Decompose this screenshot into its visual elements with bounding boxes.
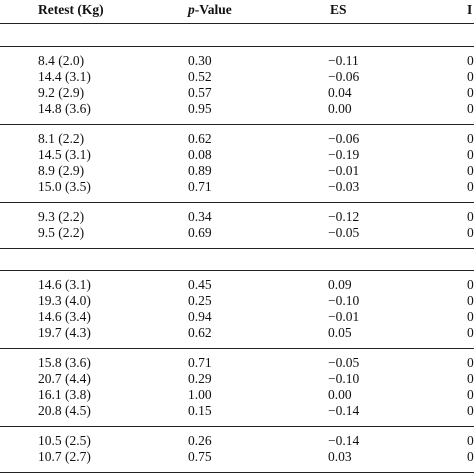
- rule: [0, 124, 474, 125]
- cell-last: 0: [467, 403, 474, 418]
- cell-es: −0.19: [328, 147, 360, 162]
- rule: [0, 348, 474, 349]
- header-retest: Retest (Kg): [38, 2, 104, 17]
- header-p: p: [188, 2, 195, 17]
- cell-es: −0.05: [328, 225, 360, 240]
- header-p-value: p-Value: [188, 2, 232, 18]
- cell-retest: 14.4 (3.1): [38, 69, 91, 84]
- cell-last: 0: [467, 387, 474, 402]
- cell-last: 0: [467, 355, 474, 370]
- cell-es: 0.09: [328, 277, 352, 292]
- cell-retest: 10.7 (2.7): [38, 449, 91, 464]
- cell-p-value: 0.08: [188, 147, 212, 162]
- cell-last: 0: [467, 433, 474, 448]
- cell-p-value: 0.52: [188, 69, 212, 84]
- cell-last: 0: [467, 277, 474, 292]
- cell-es: −0.01: [328, 163, 360, 178]
- cell-retest: 10.5 (2.5): [38, 433, 91, 448]
- header-last: I: [467, 2, 473, 17]
- cell-last: 0: [467, 225, 474, 240]
- cell-last: 0: [467, 179, 474, 194]
- cell-es: −0.11: [328, 53, 359, 68]
- cell-last: 0: [467, 309, 474, 324]
- cell-es: 0.04: [328, 85, 352, 100]
- cell-last: 0: [467, 85, 474, 100]
- header-value: -Value: [194, 2, 232, 17]
- cell-retest: 19.3 (4.0): [38, 293, 91, 308]
- cell-p-value: 0.62: [188, 131, 212, 146]
- cell-p-value: 0.15: [188, 403, 212, 418]
- cell-retest: 20.8 (4.5): [38, 403, 91, 418]
- cell-es: −0.05: [328, 355, 360, 370]
- cell-retest: 8.1 (2.2): [38, 131, 85, 146]
- cell-es: 0.00: [328, 101, 352, 116]
- cell-p-value: 0.25: [188, 293, 212, 308]
- cell-es: −0.10: [328, 371, 360, 386]
- cell-retest: 15.8 (3.6): [38, 355, 91, 370]
- cell-es: −0.01: [328, 309, 360, 324]
- cell-p-value: 0.71: [188, 179, 212, 194]
- cell-retest: 15.0 (3.5): [38, 179, 91, 194]
- cell-retest: 9.2 (2.9): [38, 85, 85, 100]
- cell-retest: 8.9 (2.9): [38, 163, 85, 178]
- cell-retest: 14.5 (3.1): [38, 147, 91, 162]
- cell-es: −0.06: [328, 131, 360, 146]
- cell-last: 0: [467, 53, 474, 68]
- cell-es: −0.14: [328, 433, 360, 448]
- cell-last: 0: [467, 293, 474, 308]
- rule: [0, 426, 474, 427]
- cell-p-value: 0.62: [188, 325, 212, 340]
- cell-p-value: 0.34: [188, 209, 212, 224]
- cell-retest: 20.7 (4.4): [38, 371, 91, 386]
- cell-last: 0: [467, 209, 474, 224]
- cell-es: −0.06: [328, 69, 360, 84]
- cell-es: 0.03: [328, 449, 352, 464]
- rule: [0, 248, 474, 249]
- rule: [0, 46, 474, 47]
- cell-retest: 14.6 (3.4): [38, 309, 91, 324]
- cell-p-value: 0.45: [188, 277, 212, 292]
- cell-p-value: 1.00: [188, 387, 212, 402]
- cell-last: 0: [467, 449, 474, 464]
- cell-retest: 14.8 (3.6): [38, 101, 91, 116]
- cell-retest: 14.6 (3.1): [38, 277, 91, 292]
- cell-p-value: 0.95: [188, 101, 212, 116]
- cell-retest: 8.4 (2.0): [38, 53, 85, 68]
- cell-p-value: 0.29: [188, 371, 212, 386]
- cell-last: 0: [467, 163, 474, 178]
- cell-retest: 9.3 (2.2): [38, 209, 85, 224]
- cell-last: 0: [467, 325, 474, 340]
- cell-p-value: 0.26: [188, 433, 212, 448]
- cell-p-value: 0.30: [188, 53, 212, 68]
- cell-retest: 16.1 (3.8): [38, 387, 91, 402]
- cell-last: 0: [467, 69, 474, 84]
- cell-p-value: 0.75: [188, 449, 212, 464]
- cell-es: 0.00: [328, 387, 352, 402]
- header-es: ES: [330, 2, 347, 17]
- cell-last: 0: [467, 131, 474, 146]
- cell-last: 0: [467, 371, 474, 386]
- rule: [0, 23, 474, 24]
- cell-last: 0: [467, 101, 474, 116]
- cell-p-value: 0.94: [188, 309, 212, 324]
- cell-es: −0.03: [328, 179, 360, 194]
- cell-es: 0.05: [328, 325, 352, 340]
- cell-retest: 9.5 (2.2): [38, 225, 85, 240]
- cell-p-value: 0.71: [188, 355, 212, 370]
- cell-es: −0.10: [328, 293, 360, 308]
- rule: [0, 202, 474, 203]
- cell-retest: 19.7 (4.3): [38, 325, 91, 340]
- cell-p-value: 0.69: [188, 225, 212, 240]
- rule: [0, 270, 474, 271]
- cell-es: −0.12: [328, 209, 360, 224]
- cell-p-value: 0.57: [188, 85, 212, 100]
- cell-es: −0.14: [328, 403, 360, 418]
- cell-last: 0: [467, 147, 474, 162]
- cell-p-value: 0.89: [188, 163, 212, 178]
- rule: [0, 472, 474, 473]
